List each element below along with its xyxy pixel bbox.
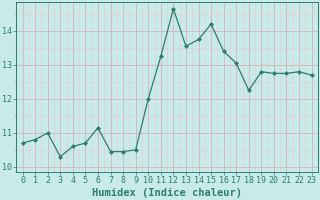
X-axis label: Humidex (Indice chaleur): Humidex (Indice chaleur) [92, 188, 242, 198]
